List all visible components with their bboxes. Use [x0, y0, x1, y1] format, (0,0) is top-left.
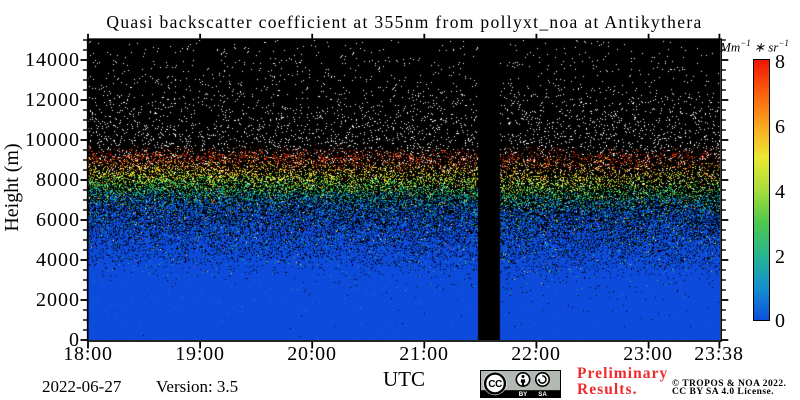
svg-text:SA: SA [538, 391, 547, 398]
svg-text:CC: CC [488, 379, 502, 390]
svg-text:BY: BY [519, 391, 528, 398]
